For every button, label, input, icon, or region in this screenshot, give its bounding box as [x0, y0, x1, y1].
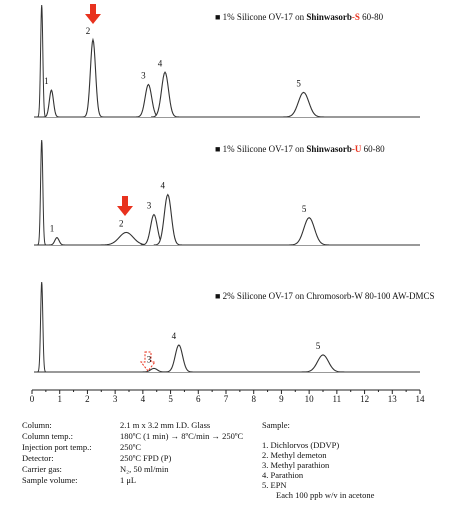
panel-title: ■ 1% Silicone OV-17 on Shinwasorb-S 60-8…: [215, 12, 384, 22]
condition-value: 2.1 m x 3.2 mm I.D. Glass: [120, 420, 210, 430]
sample-item: 2. Methyl demeton: [262, 450, 327, 460]
peak: [82, 37, 104, 118]
peak-label: 4: [172, 331, 177, 341]
title-part: Shinwasorb: [306, 12, 352, 22]
x-tick-label: 14: [416, 394, 426, 404]
peak-label: 1: [50, 224, 55, 234]
condition-label: Carrier gas:: [22, 464, 62, 474]
condition-label: Column:: [22, 420, 52, 430]
title-part: 60-80: [360, 12, 384, 22]
x-tick-label: 13: [388, 394, 398, 404]
title-part: -S: [352, 12, 360, 22]
condition-label: Column temp.:: [22, 431, 73, 441]
x-tick-label: 2: [85, 394, 90, 404]
x-tick-label: 7: [224, 394, 229, 404]
sample-item: 1. Dichlorvos (DDVP): [262, 440, 339, 450]
condition-value: 250ºC FPD (P): [120, 453, 171, 463]
peak: [43, 89, 60, 118]
panel-title: ■ 1% Silicone OV-17 on Shinwasorb-U 60-8…: [215, 144, 385, 154]
x-tick-label: 12: [360, 394, 369, 404]
sample-heading: Sample:: [262, 420, 290, 430]
x-tick-label: 4: [141, 394, 146, 404]
solvent-peak: [37, 4, 47, 118]
x-tick-label: 11: [333, 394, 342, 404]
sample-note: Each 100 ppb w/v in acetone: [276, 490, 375, 500]
x-tick-label: 8: [251, 394, 256, 404]
peak-label: 5: [296, 78, 301, 88]
peak-label: 5: [316, 341, 321, 351]
title-part: ■ 1% Silicone OV-17 on: [215, 144, 306, 154]
title-part: ■ 2% Silicone OV-17 on Chromosorb-W 80-1…: [215, 291, 434, 301]
peak-label: 2: [86, 26, 91, 36]
x-tick-label: 5: [168, 394, 173, 404]
peak: [153, 193, 182, 246]
title-part: Shinwasorb: [306, 144, 352, 154]
solvent-peak: [37, 139, 47, 246]
dashed-arrow: [139, 351, 157, 372]
peak-label: 5: [302, 204, 307, 214]
peak: [48, 237, 66, 246]
x-tick-label: 0: [30, 394, 35, 404]
condition-value: 180ºC (1 min) → 8ºC/min → 250ºC: [120, 431, 243, 441]
x-tick-label: 10: [305, 394, 315, 404]
condition-label: Sample volume:: [22, 475, 77, 485]
arrow: [117, 196, 133, 216]
title-part: ■ 1% Silicone OV-17 on: [215, 12, 306, 22]
arrow: [85, 4, 101, 24]
panel-title: ■ 2% Silicone OV-17 on Chromosorb-W 80-1…: [215, 291, 434, 301]
peak-label: 3: [147, 201, 152, 211]
peak-label: 1: [44, 76, 49, 86]
sample-item: 4. Parathion: [262, 470, 304, 480]
peak: [151, 71, 179, 118]
x-tick-label: 9: [279, 394, 284, 404]
sample-item: 5. EPN: [262, 480, 287, 490]
peak-label: 2: [119, 218, 124, 228]
condition-value: 1 μL: [120, 475, 136, 485]
condition-value: N₂, 50 ml/min: [120, 464, 169, 474]
peak: [140, 367, 168, 373]
peak-label: 4: [161, 181, 166, 191]
solvent-peak: [37, 281, 47, 373]
peak: [164, 344, 194, 373]
title-part: 60-80: [361, 144, 385, 154]
peak-label: 3: [141, 71, 146, 81]
peak: [301, 354, 345, 373]
peak: [287, 217, 331, 246]
peak: [282, 91, 325, 118]
x-tick-label: 1: [57, 394, 62, 404]
condition-label: Detector:: [22, 453, 54, 463]
x-tick-label: 3: [113, 394, 118, 404]
condition-label: Injection port temp.:: [22, 442, 92, 452]
peak-label: 3: [147, 354, 152, 364]
x-tick-label: 6: [196, 394, 201, 404]
peak-label: 4: [158, 58, 163, 68]
title-part: -U: [352, 144, 362, 154]
sample-item: 3. Methyl parathion: [262, 460, 330, 470]
condition-value: 250ºC: [120, 442, 141, 452]
